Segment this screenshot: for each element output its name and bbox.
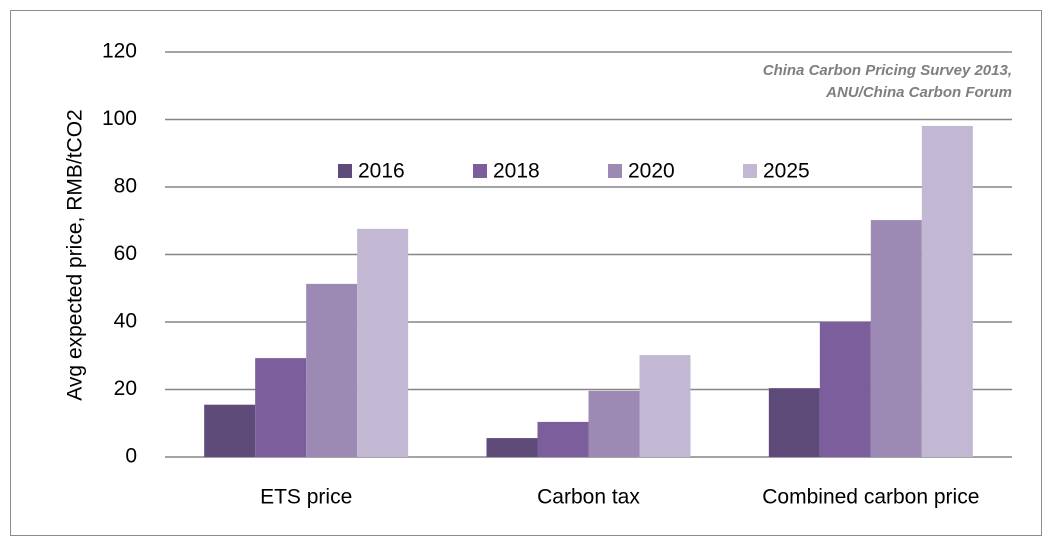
x-tick-label: ETS price bbox=[260, 486, 352, 509]
bar bbox=[537, 421, 589, 457]
legend-label: 2025 bbox=[763, 160, 810, 183]
legend-swatch bbox=[338, 164, 352, 178]
y-tick-label: 120 bbox=[102, 40, 137, 63]
bar bbox=[921, 125, 973, 457]
legend-label: 2018 bbox=[493, 160, 540, 183]
y-tick-label: 0 bbox=[125, 445, 137, 468]
bar bbox=[870, 220, 922, 457]
y-tick-label: 100 bbox=[102, 107, 137, 130]
y-tick-label: 80 bbox=[114, 175, 137, 198]
y-tick-label: 40 bbox=[114, 310, 137, 333]
bar bbox=[588, 390, 640, 457]
x-tick-label: Combined carbon price bbox=[762, 486, 979, 509]
legend-swatch bbox=[743, 164, 757, 178]
bar bbox=[357, 228, 409, 457]
y-axis-label: Avg expected price, RMB/tCO2 bbox=[64, 109, 87, 400]
y-tick-label: 20 bbox=[114, 377, 137, 400]
annotation: China Carbon Pricing Survey 2013, bbox=[763, 62, 1012, 79]
legend-label: 2016 bbox=[358, 160, 405, 183]
x-tick-label: Carbon tax bbox=[537, 486, 640, 509]
bar bbox=[255, 358, 307, 457]
bar bbox=[768, 388, 820, 457]
bar bbox=[486, 438, 538, 457]
legend-swatch bbox=[473, 164, 487, 178]
bar bbox=[204, 404, 256, 457]
y-tick-label: 60 bbox=[114, 242, 137, 265]
bar bbox=[639, 355, 691, 457]
bar bbox=[819, 322, 871, 457]
legend-label: 2020 bbox=[628, 160, 675, 183]
legend-swatch bbox=[608, 164, 622, 178]
annotation: ANU/China Carbon Forum bbox=[825, 84, 1012, 101]
bar bbox=[306, 283, 358, 457]
